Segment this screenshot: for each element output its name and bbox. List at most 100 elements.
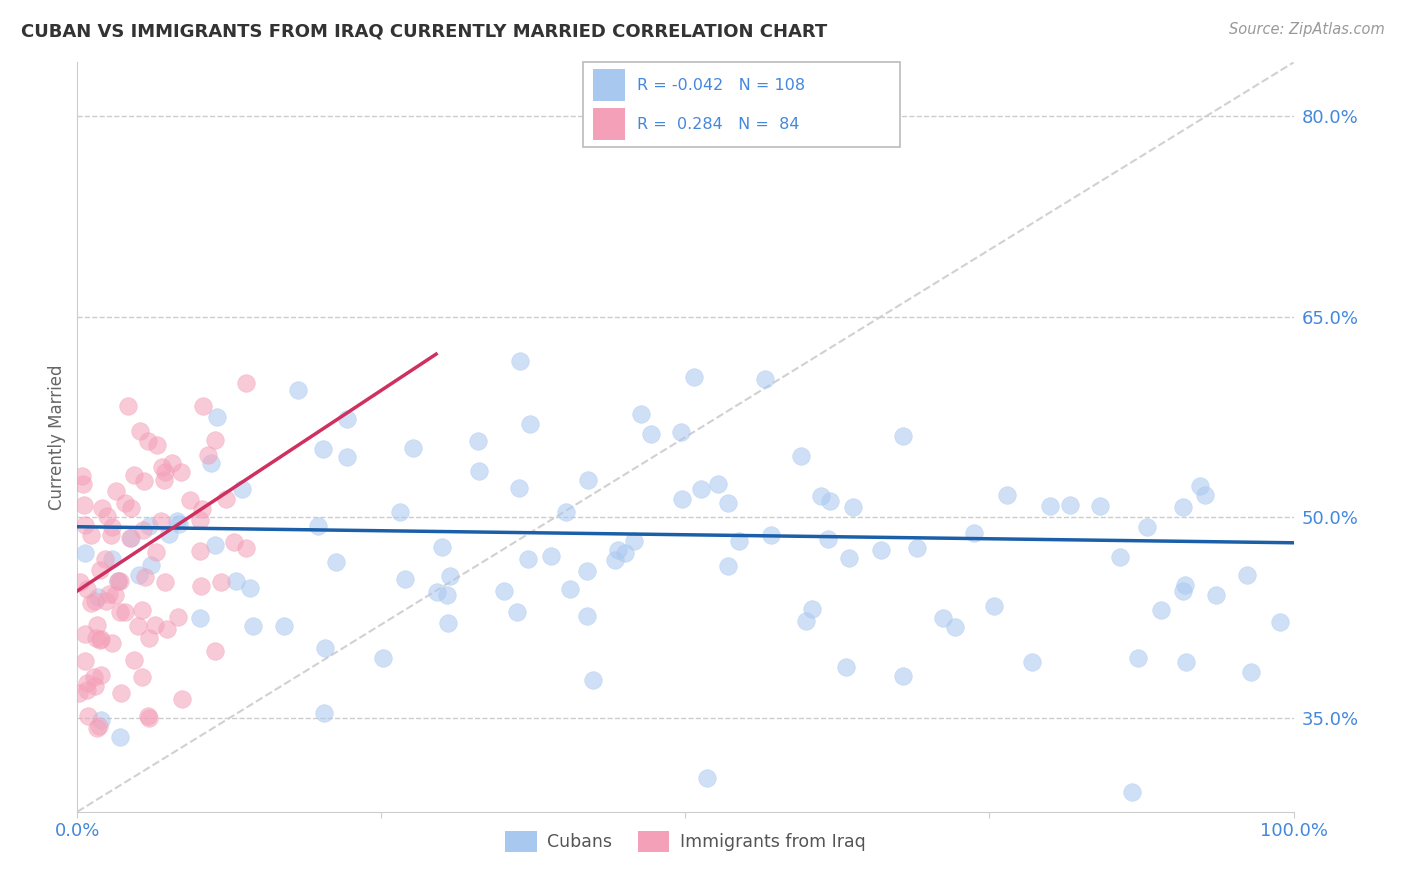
Point [134,570,156,584]
Point [89,632,111,647]
Point [122,653,145,667]
Point [80,528,103,542]
Point [312,706,335,720]
Point [1150,603,1173,617]
Point [114,496,136,510]
Point [90,632,112,646]
Point [138,519,160,533]
Point [225,574,247,588]
Point [86,618,108,632]
Bar [593,70,624,102]
Point [136,709,159,723]
Point [73,655,96,669]
Point [325,555,347,569]
Point [131,603,153,617]
Point [120,500,142,515]
Point [932,611,955,625]
Point [166,514,188,528]
Point [1090,499,1112,513]
Point [505,606,527,620]
Point [842,500,865,515]
Point [437,616,460,631]
Point [141,558,163,572]
Point [1126,650,1149,665]
Point [114,605,136,619]
Point [190,610,212,624]
Point [239,581,262,595]
Point [623,533,645,548]
Point [690,483,713,497]
Point [273,619,295,633]
Point [76,683,98,698]
Point [759,528,782,542]
Point [817,532,839,546]
Point [132,523,155,537]
Point [90,501,112,516]
FancyBboxPatch shape [583,62,900,147]
Point [167,516,190,531]
Point [127,619,149,633]
Point [818,494,841,508]
Point [138,632,160,646]
Point [336,450,359,465]
Point [105,483,128,498]
Point [83,679,105,693]
Point [1109,550,1132,565]
Point [190,513,212,527]
Point [1121,785,1143,799]
Point [89,563,111,577]
Point [575,564,598,578]
Point [995,488,1018,502]
Point [209,575,232,590]
Legend: Cubans, Immigrants from Iraq: Cubans, Immigrants from Iraq [498,824,873,859]
Point [104,588,127,602]
Point [508,481,530,495]
Point [287,383,309,397]
Point [67,686,90,700]
Point [166,610,188,624]
Point [94,551,117,566]
Point [716,559,738,574]
Point [576,609,599,624]
Point [156,622,179,636]
Point [207,410,229,425]
Point [204,434,226,448]
Point [426,585,449,599]
Point [204,538,226,552]
Point [314,641,336,656]
Point [110,731,132,745]
Text: R =  0.284   N =  84: R = 0.284 N = 84 [637,117,800,132]
Point [94,594,117,608]
Point [110,685,132,699]
Point [430,540,453,554]
Point [754,371,776,385]
Point [84,594,107,608]
Point [197,448,219,462]
Point [1174,578,1197,592]
Point [983,599,1005,613]
Point [869,542,891,557]
Point [439,568,461,582]
Point [1205,588,1227,602]
Point [70,469,93,483]
Point [76,582,98,596]
Point [224,535,246,549]
Point [943,620,966,634]
Text: Source: ZipAtlas.com: Source: ZipAtlas.com [1229,22,1385,37]
Point [671,492,693,507]
Point [717,495,740,509]
Point [96,509,118,524]
Point [146,438,169,452]
Point [467,434,489,448]
Point [696,771,718,785]
Point [800,602,823,616]
Point [810,489,832,503]
Point [669,425,692,439]
Point [138,711,160,725]
Point [108,574,131,588]
Point [117,399,139,413]
Point [118,531,141,545]
Point [402,441,425,455]
Text: CUBAN VS IMMIGRANTS FROM IRAQ CURRENTLY MARRIED CORRELATION CHART: CUBAN VS IMMIGRANTS FROM IRAQ CURRENTLY … [21,22,827,40]
Point [640,427,662,442]
